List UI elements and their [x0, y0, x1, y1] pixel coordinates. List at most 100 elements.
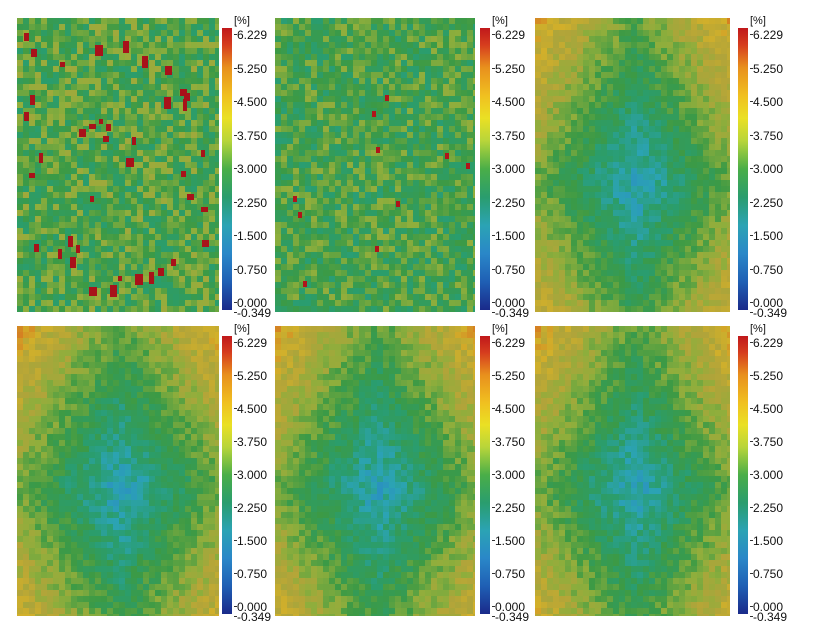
colorbar-tick-label: 0.750 [237, 262, 268, 277]
colorbar-tick [750, 375, 753, 376]
colorbar-tick-label: 1.500 [753, 534, 784, 548]
hotspot [445, 153, 449, 159]
strain-field-1 [17, 18, 219, 312]
colorbar-tick-label: -0.349 [237, 306, 272, 320]
hotspot [372, 111, 376, 117]
colorbar-tick [492, 201, 495, 203]
colorbar-tick [492, 342, 495, 343]
colorbar-tick-label: 4.500 [753, 402, 784, 416]
colorbar-tick [234, 201, 237, 203]
hotspot [181, 171, 186, 177]
colorbar-tick-label: 3.000 [495, 162, 526, 176]
colorbar-tick [750, 268, 753, 270]
colorbar-tick-label: 3.000 [495, 468, 526, 482]
hotspot [184, 93, 190, 101]
colorbar-tick-label: -0.349 [237, 610, 272, 624]
colorbar-tick [234, 616, 237, 617]
colorbar-unit: [%] [750, 15, 766, 27]
hotspot [183, 99, 187, 111]
colorbar-1: [%] 6.229 5.250 4.500 3.750 3.000 2.250 1.500 0.… [222, 16, 271, 319]
colorbar-tick-label: 2.250 [237, 501, 268, 515]
colorbar-tick-label: -0.349 [753, 306, 788, 320]
hotspot [90, 196, 94, 202]
strain-map [17, 18, 219, 312]
colorbar-tick-label: 0.750 [753, 262, 784, 277]
hotspot [385, 95, 389, 101]
colorbar-tick [750, 507, 753, 508]
colorbar-4: [%] 6.229 5.250 4.500 3.750 3.000 2.250 1.500 0.… [222, 324, 271, 623]
hotspot [171, 259, 176, 266]
hotspot [118, 276, 122, 281]
strain-map [17, 326, 219, 616]
strain-map [275, 326, 475, 616]
hotspot [30, 95, 35, 105]
strain-panel-3: [%] 6.229 5.250 4.500 3.750 3.000 2.250 1.500 0.… [535, 16, 795, 319]
hotspot [31, 49, 37, 57]
colorbar-tick [492, 474, 495, 475]
colorbar-tick [234, 474, 237, 475]
colorbar-tick [750, 168, 753, 169]
colorbar-tick [234, 342, 237, 343]
colorbar-tick [492, 34, 495, 35]
colorbar-tick-label: 0.000 [753, 600, 784, 614]
colorbar-tick [750, 573, 753, 574]
colorbar-tick [750, 67, 753, 69]
colorbar-tick-label: 0.000 [495, 296, 526, 310]
colorbar-tick [492, 134, 495, 136]
colorbar-tick-label: 6.229 [495, 336, 526, 350]
colorbar-tick-label: 3.000 [753, 468, 784, 482]
hotspot [24, 33, 29, 41]
colorbar-tick-label: -0.349 [495, 610, 530, 624]
colorbar-tick [750, 342, 753, 343]
colorbar-tick [234, 441, 237, 442]
hotspot [201, 207, 208, 212]
hotspot [132, 137, 136, 145]
colorbar-tick [492, 616, 495, 617]
colorbar-tick-label: 1.500 [753, 229, 784, 243]
colorbar-tick [492, 268, 495, 270]
strain-panel-5: [%] 6.229 5.250 4.500 3.750 3.000 2.250 1.500 0.… [275, 324, 535, 623]
colorbar-tick [234, 312, 237, 313]
colorbar-tick [750, 606, 753, 607]
colorbar-tick-label: 3.750 [753, 128, 784, 143]
strain-panel-6: [%] 6.229 5.250 4.500 3.750 3.000 2.250 1.500 0.… [535, 324, 795, 623]
hotspot [376, 147, 380, 153]
hotspot [165, 66, 172, 75]
hotspot [142, 56, 148, 68]
strain-field-4 [17, 326, 219, 616]
hotspot [89, 287, 97, 296]
colorbar-tick-label: -0.349 [753, 610, 788, 624]
colorbar-tick [750, 312, 753, 313]
colorbar-tick-label: 3.750 [753, 435, 784, 449]
colorbar-6: [%] 6.229 5.250 4.500 3.750 3.000 2.250 1.500 0.… [738, 324, 787, 623]
hotspot [149, 272, 154, 284]
colorbar-tick-label: 3.000 [237, 162, 268, 176]
colorbar-2: [%] 6.229 5.250 4.500 3.750 3.000 2.250 1.500 0.… [480, 16, 529, 319]
colorbar-tick [234, 134, 237, 136]
hotspot [34, 244, 39, 252]
colorbar-tick-label: 5.250 [753, 369, 784, 383]
hotspot [293, 196, 297, 202]
colorbar-tick [750, 302, 753, 303]
colorbar-3: [%] 6.229 5.250 4.500 3.750 3.000 2.250 1.500 0.… [738, 16, 787, 319]
colorbar-tick [492, 540, 495, 541]
colorbar-tick-label: 6.229 [753, 28, 784, 42]
colorbar-tick-label: 2.250 [495, 501, 526, 515]
colorbar-tick [234, 540, 237, 541]
colorbar-tick-label: 0.750 [495, 262, 526, 277]
colorbar-tick-label: 2.250 [237, 195, 268, 210]
hotspot [60, 62, 65, 67]
colorbar-tick [750, 235, 753, 236]
colorbar-tick-label: 6.229 [237, 336, 268, 350]
hotspot [110, 285, 117, 297]
hotspot [39, 153, 43, 163]
colorbar-tick [492, 168, 495, 169]
colorbar-tick [234, 34, 237, 35]
hotspot [24, 112, 29, 121]
strain-panel-2: [%] 6.229 5.250 4.500 3.750 3.000 2.250 1.500 0.… [275, 16, 535, 319]
hotspot [126, 158, 134, 167]
colorbar-tick [750, 540, 753, 541]
hotspot [201, 150, 205, 157]
colorbar-5: [%] 6.229 5.250 4.500 3.750 3.000 2.250 1.500 0.… [480, 324, 529, 623]
hotspot [29, 173, 35, 178]
